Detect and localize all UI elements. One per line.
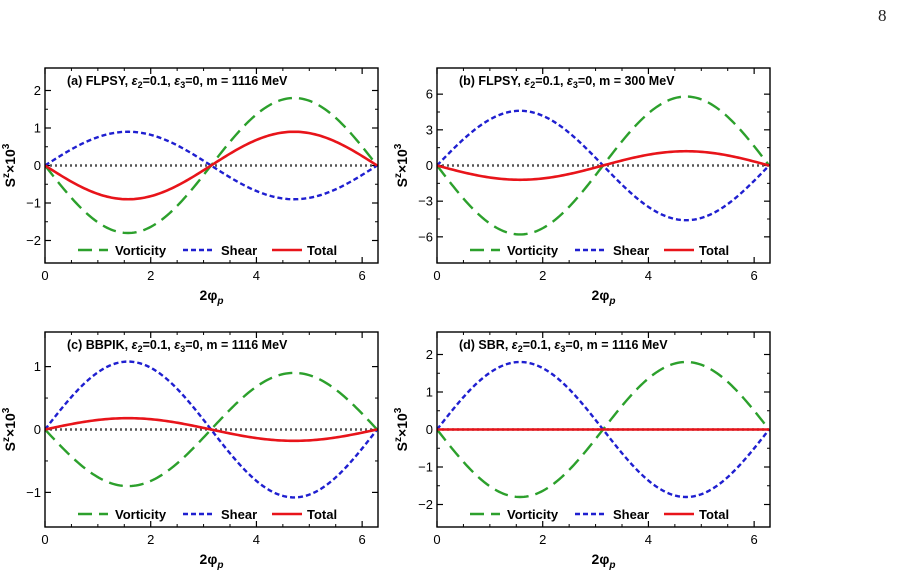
panel-title: (c) BBPIK, ε2=0.1, ε3=0, m = 1116 MeV [67,338,288,354]
x-tick-label: 2 [147,268,154,283]
chart-panel-2: 0 2 4 6 −1 0 1 (c) BBPIK, ε2=0.1, ε3=0, m = 111… [1,331,379,571]
y-tick-label: 1 [426,385,433,400]
y-tick-label: −1 [26,485,41,500]
x-tick-label: 6 [751,268,758,283]
chart-panel-0: 0 2 4 6 −2 −1 0 1 2 (a) FLPSY, ε2=0.1, ε3=0, m = … [1,67,379,307]
x-tick-label: 0 [41,268,48,283]
series-line-total [45,130,378,201]
y-tick-label: 1 [34,121,41,136]
series-line-shear [45,130,378,201]
y-tick-label: 0 [34,158,41,173]
plot-frame [44,67,379,264]
y-tick-label: 2 [34,83,41,98]
x-tick-label: 4 [253,268,260,283]
y-axis-label: Sz×103 [393,407,410,451]
x-tick-label: 6 [359,268,366,283]
panel-title: (d) SBR, ε2=0.1, ε3=0, m = 1116 MeV [459,338,668,354]
plot-frame [436,67,771,264]
x-tick-label: 4 [253,532,260,547]
legend-label-shear: Shear [613,243,649,258]
y-tick-label: 2 [426,347,433,362]
y-tick-label: −1 [26,196,41,211]
y-tick-label: −1 [418,460,433,475]
series-line-total [45,416,378,443]
y-axis-label: Sz×103 [393,143,410,187]
x-tick-label: 4 [645,532,652,547]
legend-label-vorticity: Vorticity [507,243,559,258]
series-line-vorticity [45,371,378,488]
y-axis-label: Sz×103 [1,407,18,451]
legend-label-vorticity: Vorticity [115,243,167,258]
plot-frame [436,331,771,528]
plot-frame [44,331,379,528]
x-tick-label: 0 [433,268,440,283]
legend-label-total: Total [307,243,337,258]
y-tick-label: −6 [418,229,433,244]
legend-label-vorticity: Vorticity [507,507,559,522]
x-tick-label: 0 [433,532,440,547]
x-axis-label: 2φp [200,287,224,307]
y-tick-label: 3 [426,122,433,137]
legend-label-total: Total [699,507,729,522]
x-tick-label: 4 [645,268,652,283]
x-tick-label: 2 [539,532,546,547]
chart-panel-3: 0 2 4 6 −2 −1 0 1 2 (d) SBR, ε2=0.1, ε3=0, m = 11… [393,331,771,571]
y-tick-label: 0 [426,158,433,173]
y-tick-label: 6 [426,87,433,102]
y-tick-label: −2 [26,233,41,248]
x-axis-label: 2φp [200,551,224,571]
x-axis-label: 2φp [592,287,616,307]
legend-label-shear: Shear [221,507,257,522]
legend-label-vorticity: Vorticity [115,507,167,522]
chart-panel-1: 0 2 4 6 −6 −3 0 3 6 (b) FLPSY, ε2=0.1, ε3=0, m = … [393,67,771,307]
page-number: 8 [878,6,887,25]
series-line-total [437,149,770,182]
y-tick-label: −3 [418,194,433,209]
x-tick-label: 6 [751,532,758,547]
legend-label-shear: Shear [221,243,257,258]
y-tick-label: −2 [418,497,433,512]
x-tick-label: 6 [359,532,366,547]
y-tick-label: 0 [34,422,41,437]
legend-label-total: Total [699,243,729,258]
y-axis-label: Sz×103 [1,143,18,187]
x-tick-label: 0 [41,532,48,547]
panel-title: (b) FLPSY, ε2=0.1, ε3=0, m = 300 MeV [459,74,675,90]
x-tick-label: 2 [147,532,154,547]
x-axis-label: 2φp [592,551,616,571]
series-line-shear [45,360,378,499]
y-tick-label: 1 [34,359,41,374]
legend-label-shear: Shear [613,507,649,522]
x-tick-label: 2 [539,268,546,283]
panel-title: (a) FLPSY, ε2=0.1, ε3=0, m = 1116 MeV [67,74,288,90]
legend-label-total: Total [307,507,337,522]
y-tick-label: 0 [426,422,433,437]
